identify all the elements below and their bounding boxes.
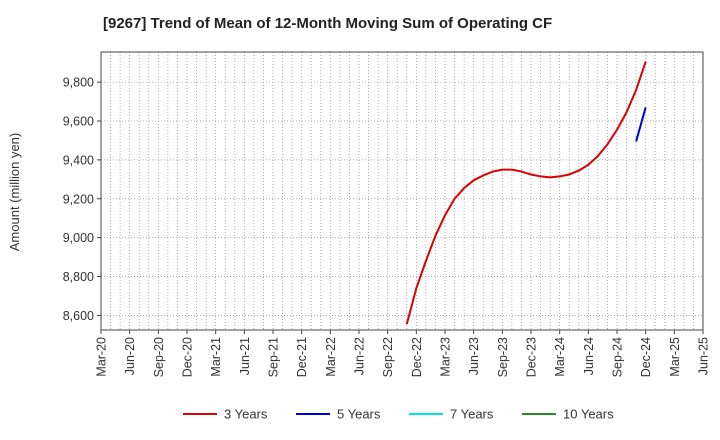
plot-area-frame: [100, 51, 704, 331]
y-tick-label: 9,800: [63, 76, 94, 90]
x-tick-label: Sep-22: [381, 337, 395, 377]
legend: 3 Years 5 Years 7 Years 10 Years: [183, 407, 614, 422]
y-axis-title: Amount (million yen): [7, 133, 22, 252]
x-tick-label: Mar-24: [553, 337, 567, 377]
chart-title: [9267] Trend of Mean of 12-Month Moving …: [103, 15, 553, 32]
x-tick-label: Jun-25: [697, 337, 711, 375]
x-tick-label: Dec-24: [639, 337, 653, 377]
y-tick-label: 9,600: [63, 115, 94, 129]
x-tick-label: Sep-21: [267, 337, 281, 377]
x-tick-label: Mar-21: [209, 337, 223, 377]
series-line-3-years: [405, 61, 647, 325]
y-tick-label: 9,200: [63, 192, 94, 206]
x-tick-label: Mar-23: [439, 337, 453, 377]
x-tick-label: Sep-20: [152, 337, 166, 377]
y-tick-label: 8,600: [63, 309, 94, 323]
x-tick-label: Dec-21: [295, 337, 309, 377]
x-tick-label: Mar-25: [668, 337, 682, 377]
x-tick-label: Dec-22: [410, 337, 424, 377]
grid: [101, 52, 703, 330]
x-tick-label: Dec-20: [181, 337, 195, 377]
legend-label-7-years: 7 Years: [450, 407, 494, 422]
x-tick-label: Jun-24: [582, 337, 596, 375]
x-tick-label: Mar-22: [324, 337, 338, 377]
legend-label-3-years: 3 Years: [224, 407, 268, 422]
x-tick-label: Jun-23: [467, 337, 481, 375]
x-axis-ticks: Mar-20 Jun-20 Sep-20 Dec-20 Mar-21 Jun-21 Sep-…: [95, 330, 711, 377]
x-tick-label: Sep-23: [496, 337, 510, 377]
y-tick-label: 9,000: [63, 231, 94, 245]
y-tick-label: 9,400: [63, 153, 94, 167]
series-line-5-years: [635, 107, 647, 142]
x-tick-label: Mar-20: [95, 337, 109, 377]
y-axis-ticks: 8,600 8,800 9,000 9,200 9,400 9,600 9,800: [63, 76, 101, 323]
x-tick-label: Jun-21: [238, 337, 252, 375]
series-lines: [405, 61, 647, 325]
legend-label-10-years: 10 Years: [563, 407, 614, 422]
x-tick-label: Jun-22: [353, 337, 367, 375]
y-tick-label: 8,800: [63, 270, 94, 284]
x-tick-label: Jun-20: [123, 337, 137, 375]
legend-label-5-years: 5 Years: [337, 407, 381, 422]
x-tick-label: Sep-24: [611, 337, 625, 377]
x-tick-label: Dec-23: [525, 337, 539, 377]
